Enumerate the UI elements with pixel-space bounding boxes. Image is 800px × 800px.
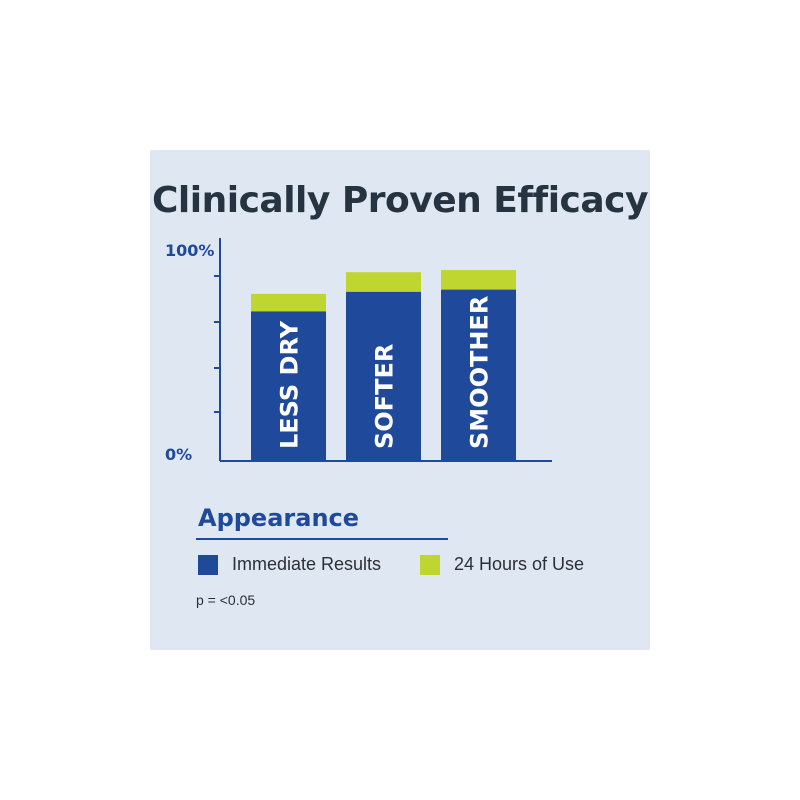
legend-divider [196,538,448,540]
legend-item-immediate: Immediate Results [198,554,381,575]
bar-label-less-dry: LESS DRY [276,320,304,449]
legend-label-24-hours: 24 Hours of Use [454,554,585,574]
chart-panel: Clinically Proven Efficacy 100% 0% LESS … [150,150,650,650]
bar-smoother-24-hours [441,270,516,290]
legend-swatch-immediate [198,554,218,575]
legend-swatch-24-hours [420,554,440,575]
legend-label-immediate: Immediate Results [232,554,382,574]
p-value-note: p = <0.05 [196,592,256,608]
bar-softer-24-hours [346,272,421,292]
bar-less-dry-immediate [251,311,326,461]
bar-label-softer: SOFTER [371,344,399,449]
legend-item-24-hours: 24 Hours of Use [420,554,584,575]
y-tick-label-bottom: 0% [165,445,193,464]
bar-chart: LESS DRY SOFTER SMOOTHER [214,238,552,462]
bar-less-dry-24-hours [251,293,326,312]
y-tick-label-top: 100% [165,241,215,260]
bar-softer-immediate [346,291,421,461]
bar-label-smoother: SMOOTHER [466,296,494,449]
bar-smoother-immediate [441,289,516,461]
legend-title: Appearance [198,504,360,532]
chart-title: Clinically Proven Efficacy [152,180,649,221]
